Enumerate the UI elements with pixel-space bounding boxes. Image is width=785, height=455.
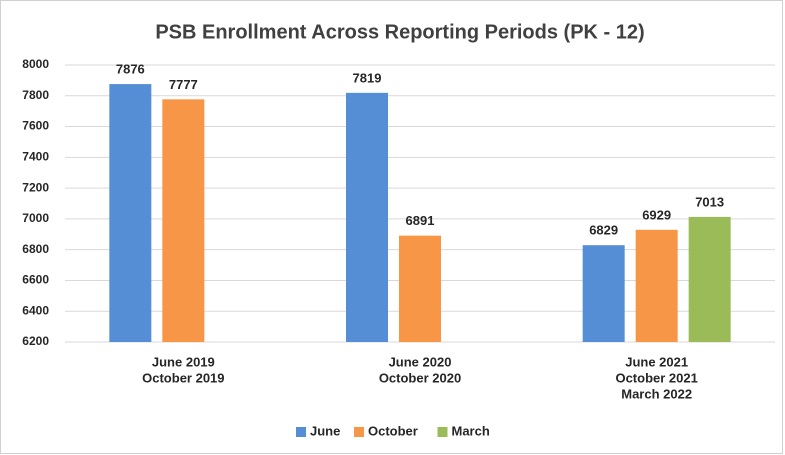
chart-title: PSB Enrollment Across Reporting Periods … xyxy=(155,21,644,43)
x-tick-label: June 2020 xyxy=(389,354,452,369)
bar xyxy=(582,245,625,342)
legend-swatch xyxy=(437,427,448,437)
y-tick-label: 6600 xyxy=(22,273,49,287)
bar xyxy=(162,99,205,342)
y-tick-label: 6200 xyxy=(22,334,49,348)
x-tick-label: October 2020 xyxy=(379,370,461,385)
y-tick-label: 8000 xyxy=(22,57,49,71)
data-label: 7777 xyxy=(169,77,198,92)
legend-label: March xyxy=(452,423,490,438)
y-tick-label: 6400 xyxy=(22,303,49,317)
y-tick-label: 7600 xyxy=(22,119,49,133)
legend-swatch xyxy=(296,427,306,437)
x-tick-label: October 2021 xyxy=(615,370,697,385)
bar xyxy=(399,235,441,342)
y-tick-label: 7800 xyxy=(22,88,49,102)
bar xyxy=(109,84,152,343)
bar xyxy=(346,92,388,343)
x-tick-label: June 2021 xyxy=(625,354,688,369)
y-tick-label: 6800 xyxy=(22,242,49,256)
y-tick-label: 7400 xyxy=(22,150,49,164)
legend-label: June xyxy=(310,423,340,438)
data-label: 7013 xyxy=(695,194,724,209)
y-tick-label: 7200 xyxy=(22,180,49,194)
data-label: 7876 xyxy=(116,62,145,77)
x-tick-label: June 2019 xyxy=(152,354,215,369)
data-label: 6829 xyxy=(589,223,618,238)
legend-swatch xyxy=(354,427,364,437)
x-tick-label: October 2019 xyxy=(142,370,224,385)
y-tick-label: 7000 xyxy=(22,211,49,225)
data-label: 6929 xyxy=(642,207,671,222)
data-label: 7819 xyxy=(353,70,382,85)
legend-label: October xyxy=(368,423,418,438)
bar xyxy=(635,229,678,342)
bar xyxy=(688,216,731,342)
data-label: 6891 xyxy=(406,213,435,228)
x-tick-label: March 2022 xyxy=(621,386,692,401)
